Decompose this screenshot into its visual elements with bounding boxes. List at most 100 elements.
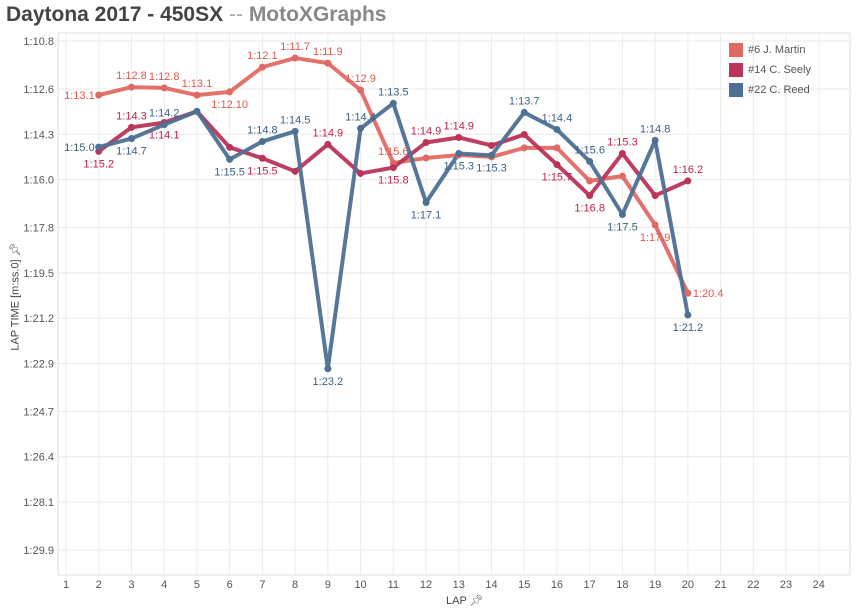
y-tick-label: 1:17.8 [23, 223, 54, 235]
data-point [520, 131, 528, 139]
x-tick-label: 17 [584, 579, 596, 591]
data-label: 1:14.1 [149, 130, 180, 142]
legend-item-reed[interactable]: #22 C. Reed [729, 80, 811, 100]
y-tick-label: 1:29.9 [23, 545, 54, 557]
data-point [520, 144, 528, 152]
x-tick-label: 20 [682, 579, 694, 591]
data-point [553, 144, 561, 152]
data-point [291, 167, 299, 175]
legend-swatch [729, 43, 743, 57]
x-tick-label: 3 [128, 579, 134, 591]
x-tick-label: 10 [354, 579, 366, 591]
data-label: 1:14.4 [345, 111, 376, 123]
data-label: 1:15.3 [476, 162, 507, 174]
x-tick-label: 6 [227, 579, 233, 591]
data-label: 1:23.2 [313, 376, 344, 388]
data-point [193, 91, 201, 99]
data-label: 1:12.9 [345, 73, 376, 85]
x-tick-label: 24 [813, 579, 825, 591]
data-label: 1:14.9 [411, 126, 442, 138]
x-tick-label: 21 [714, 579, 726, 591]
data-point [291, 127, 299, 135]
title-separator: -- [228, 3, 243, 26]
y-tick-label: 1:21.2 [23, 313, 54, 325]
y-tick-label: 1:10.8 [23, 36, 54, 48]
x-tick-label: 8 [292, 579, 298, 591]
x-tick-label: 9 [325, 579, 331, 591]
legend-item-seely[interactable]: #14 C. Seely [729, 60, 811, 80]
data-point [487, 151, 495, 159]
data-label: 1:15.3 [607, 136, 638, 148]
data-label: 1:15.5 [247, 165, 278, 177]
data-label: 1:14.8 [640, 123, 671, 135]
x-tick-label: 16 [551, 579, 563, 591]
data-label: 1:14.3 [116, 110, 147, 122]
legend-item-martin[interactable]: #6 J. Martin [729, 40, 811, 60]
data-label: 1:12.10 [211, 99, 248, 111]
pin-icon[interactable]: 📌︎ [9, 242, 22, 257]
data-point [422, 139, 430, 147]
data-point [651, 221, 659, 229]
data-label: 1:15.2 [83, 158, 114, 170]
data-point [324, 59, 332, 67]
data-label: 1:15.0 [64, 142, 95, 154]
x-tick-label: 1 [63, 579, 69, 591]
data-point [520, 108, 528, 116]
legend-label: #14 C. Seely [748, 64, 811, 76]
data-point [389, 99, 397, 107]
data-point [422, 154, 430, 162]
data-label: 1:13.5 [378, 86, 409, 98]
x-tick-label: 12 [420, 579, 432, 591]
y-axis-label: LAP TIME [m:ss.0] [9, 259, 22, 351]
data-point [127, 135, 135, 143]
legend-label: #6 J. Martin [748, 44, 806, 56]
data-label: 1:16.2 [673, 164, 704, 176]
data-point [226, 143, 234, 151]
data-point [324, 365, 332, 373]
data-label: 1:16.8 [574, 203, 605, 215]
x-tick-label: 7 [259, 579, 265, 591]
data-label: 1:14.9 [443, 120, 474, 132]
x-tick-label: 14 [485, 579, 497, 591]
data-label: 1:12.8 [116, 70, 147, 82]
data-point [291, 54, 299, 62]
legend-label: #22 C. Reed [748, 84, 810, 96]
x-tick-label: 13 [453, 579, 465, 591]
data-point [422, 198, 430, 206]
data-point [618, 210, 626, 218]
x-tick-label: 19 [649, 579, 661, 591]
data-point [586, 192, 594, 200]
data-label: 1:14.5 [280, 114, 311, 126]
y-tick-label: 1:28.1 [23, 497, 54, 509]
data-point [684, 177, 692, 185]
data-point [193, 107, 201, 115]
x-tick-label: 4 [161, 579, 167, 591]
data-point [684, 311, 692, 319]
y-tick-label: 1:19.5 [23, 268, 54, 280]
data-label: 1:15.6 [574, 144, 605, 156]
y-tick-label: 1:22.9 [23, 358, 54, 370]
plot-frame [57, 32, 851, 576]
data-label: 1:11.9 [313, 46, 343, 58]
data-point [258, 137, 266, 145]
data-point [357, 86, 365, 94]
x-tick-label: 18 [616, 579, 628, 591]
data-label: 1:14.8 [247, 124, 278, 136]
data-point [95, 143, 103, 151]
pin-icon[interactable]: 📌︎ [469, 595, 484, 607]
x-tick-label: 5 [194, 579, 200, 591]
y-tick-label: 1:24.7 [23, 406, 54, 418]
data-label: 1:12.1 [247, 50, 278, 62]
data-label: 1:17.5 [607, 221, 638, 233]
x-axis-label: LAP [446, 595, 467, 607]
data-point [586, 177, 594, 185]
data-label: 1:14.4 [542, 112, 573, 124]
x-tick-label: 2 [96, 579, 102, 591]
data-point [160, 84, 168, 92]
data-point [487, 141, 495, 149]
data-label: 1:13.1 [64, 90, 95, 102]
data-label: 1:14.9 [313, 127, 344, 139]
data-point [127, 123, 135, 131]
